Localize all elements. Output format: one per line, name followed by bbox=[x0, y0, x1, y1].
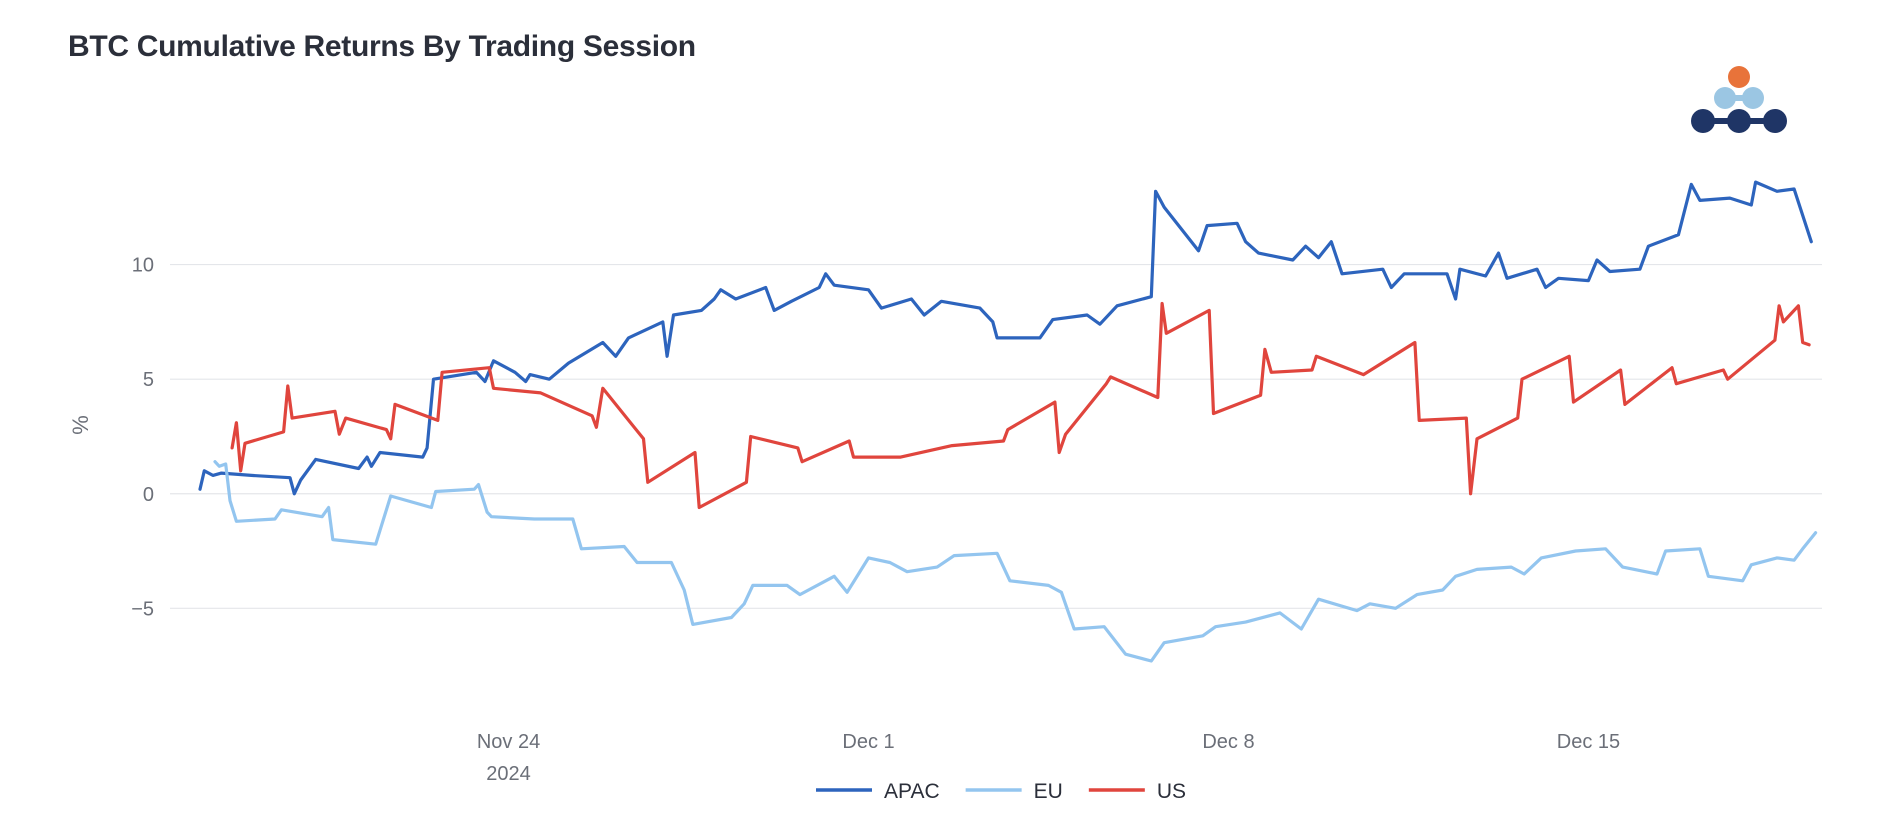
x-tick-label: Dec 8 bbox=[1202, 731, 1254, 753]
y-tick-label: 10 bbox=[132, 255, 154, 277]
y-tick-label: −5 bbox=[131, 598, 154, 620]
series-line-eu bbox=[213, 460, 1818, 663]
legend-item-apac[interactable]: APAC bbox=[816, 780, 940, 803]
x-tick-label: Dec 1 bbox=[842, 731, 894, 753]
x-axis: Nov 24 2024 Dec 1 Dec 8 Dec 15 bbox=[477, 731, 1620, 785]
brand-logo-icon bbox=[1691, 66, 1787, 133]
x-tick-sublabel: 2024 bbox=[486, 763, 531, 785]
x-tick-label: Dec 15 bbox=[1557, 731, 1620, 753]
grid-lines bbox=[170, 263, 1822, 609]
series-line-apac bbox=[198, 180, 1813, 496]
y-tick-label: 5 bbox=[143, 369, 154, 391]
y-axis-label: % bbox=[68, 415, 93, 435]
legend-item-us[interactable]: US bbox=[1088, 780, 1186, 803]
chart-title: BTC Cumulative Returns By Trading Sessio… bbox=[68, 30, 696, 63]
series-line-us bbox=[230, 301, 1811, 510]
legend-label: APAC bbox=[884, 780, 940, 803]
legend-label: US bbox=[1157, 780, 1186, 803]
legend[interactable]: APAC EU US bbox=[816, 780, 1186, 803]
y-axis: −5 0 5 10 bbox=[131, 255, 154, 621]
legend-item-eu[interactable]: EU bbox=[965, 780, 1063, 803]
y-tick-label: 0 bbox=[143, 484, 154, 506]
x-tick-label: Nov 24 bbox=[477, 731, 540, 753]
series-lines bbox=[198, 180, 1818, 663]
legend-label: EU bbox=[1034, 780, 1063, 803]
